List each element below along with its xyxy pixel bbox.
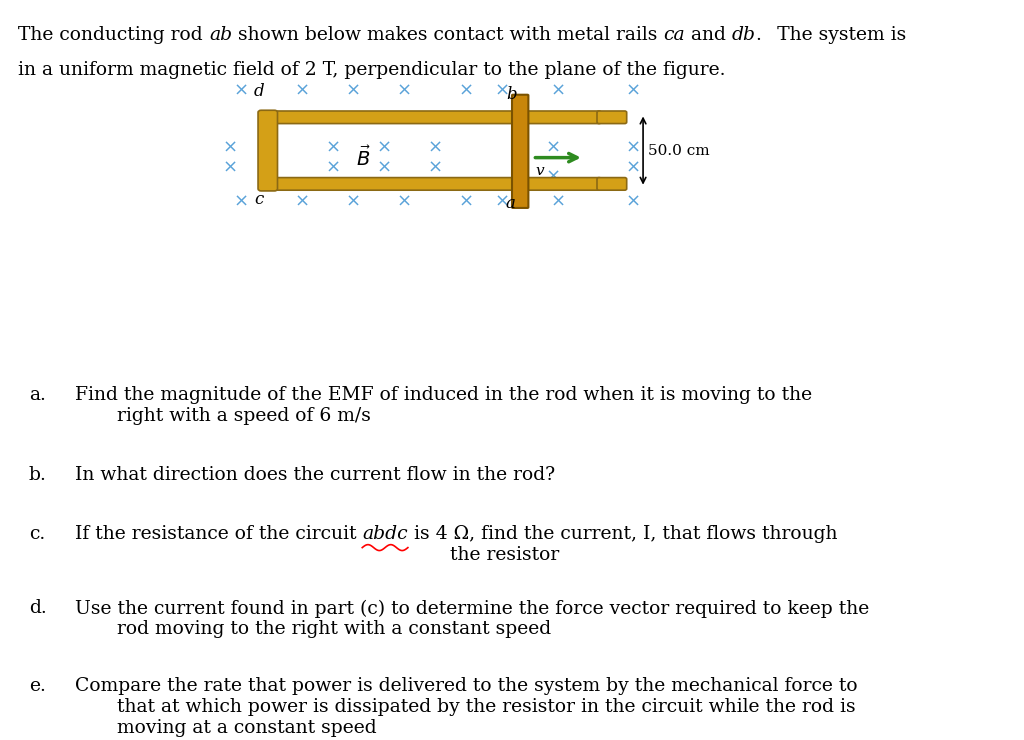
Text: The conducting rod: The conducting rod [18,26,209,44]
Text: e.: e. [29,677,45,695]
Text: ×: × [626,139,640,157]
Text: ×: × [233,192,248,210]
Text: b.: b. [29,466,46,484]
Text: ×: × [428,139,442,157]
Text: ×: × [326,139,340,157]
Text: 50.0 cm: 50.0 cm [648,144,710,158]
Text: If the resistance of the circuit: If the resistance of the circuit [75,525,362,543]
Text: $\vec{B}$: $\vec{B}$ [356,146,371,169]
Text: ×: × [377,159,391,177]
Text: ×: × [223,159,238,177]
Text: in a uniform magnetic field of 2 T, perpendicular to the plane of the figure.: in a uniform magnetic field of 2 T, perp… [18,61,726,79]
Text: ×: × [546,139,560,157]
Text: Use the current found in part (c) to determine the force vector required to keep: Use the current found in part (c) to det… [75,599,869,639]
Text: b: b [506,87,516,103]
Text: ×: × [397,192,412,210]
Text: c.: c. [29,525,45,543]
Text: a.: a. [29,386,45,404]
Text: ×: × [326,159,340,177]
FancyBboxPatch shape [597,178,627,190]
Text: ×: × [397,81,412,99]
Text: Compare the rate that power is delivered to the system by the mechanical force t: Compare the rate that power is delivered… [75,677,857,737]
Text: a: a [506,195,516,212]
Text: ×: × [223,139,238,157]
Text: shown below makes contact with metal rails: shown below makes contact with metal rai… [232,26,664,44]
Text: ab: ab [209,26,232,44]
Text: ×: × [346,192,360,210]
FancyBboxPatch shape [259,111,601,124]
Text: In what direction does the current flow in the rod?: In what direction does the current flow … [75,466,555,484]
Text: ×: × [346,81,360,99]
Text: ×: × [626,192,640,210]
Text: ×: × [295,81,309,99]
Text: v: v [536,164,544,178]
Text: ×: × [295,192,309,210]
Text: is 4 Ω, find the current, I, that flows through
       the resistor: is 4 Ω, find the current, I, that flows … [408,525,838,564]
Text: ×: × [233,81,248,99]
Text: c: c [254,192,263,208]
Text: ×: × [459,81,473,99]
Text: Find the magnitude of the EMF of induced in the rod when it is moving to the
   : Find the magnitude of the EMF of induced… [75,386,812,425]
Text: ×: × [377,139,391,157]
Text: ×: × [495,192,509,210]
Text: db: db [732,26,756,44]
FancyBboxPatch shape [512,95,528,208]
Text: ×: × [551,192,565,210]
Text: ×: × [551,81,565,99]
FancyBboxPatch shape [597,111,627,124]
Text: ×: × [546,167,560,185]
Text: ×: × [495,81,509,99]
Text: d: d [254,84,264,100]
Text: ×: × [626,81,640,99]
FancyBboxPatch shape [258,110,278,191]
Text: abdc: abdc [362,525,408,543]
Text: .  The system is: . The system is [756,26,906,44]
Text: ×: × [459,192,473,210]
Text: ×: × [626,159,640,177]
Text: d.: d. [29,599,46,617]
Text: and: and [685,26,732,44]
FancyBboxPatch shape [259,178,601,190]
Text: ca: ca [664,26,685,44]
Text: ×: × [428,159,442,177]
